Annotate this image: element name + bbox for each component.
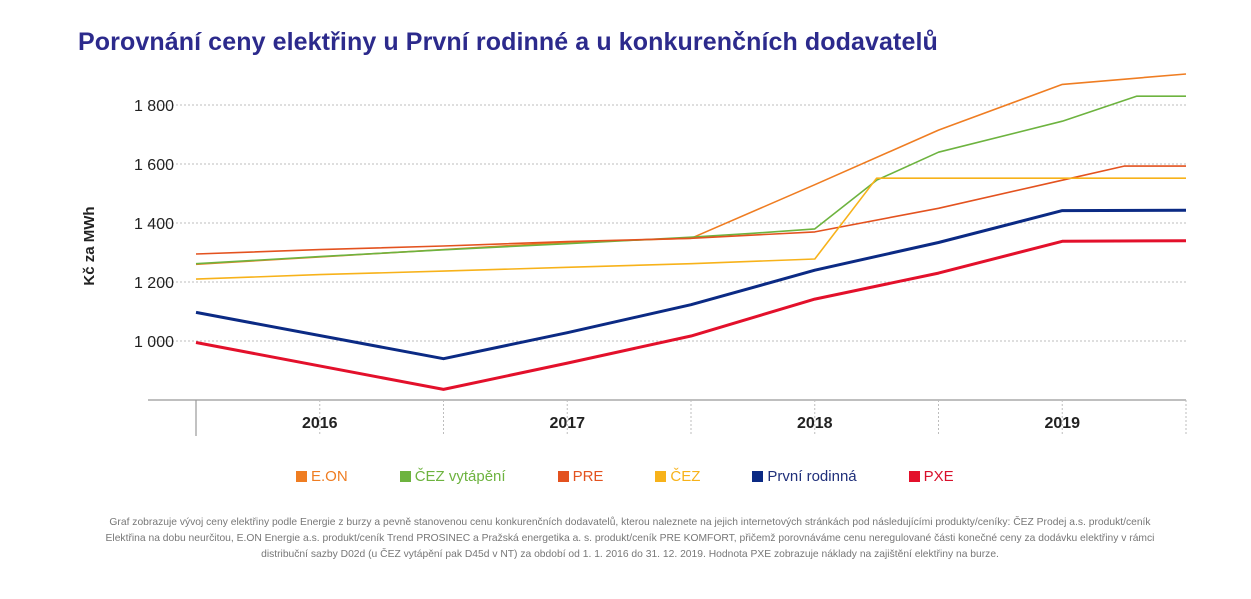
y-tick-label: 1 400 <box>134 216 174 233</box>
y-tick-label: 1 200 <box>134 275 174 292</box>
legend-swatch <box>557 471 569 482</box>
legend-swatch <box>752 471 764 482</box>
legend: E.ON ČEZ vytápění PRE ČEZ První rodinná PXE <box>296 468 954 485</box>
legend-swatch <box>399 471 411 482</box>
legend-label: První rodinná <box>767 468 857 485</box>
series-line-0 <box>195 73 1187 266</box>
legend-label: PRE <box>572 468 604 485</box>
y-tick-label: 1 800 <box>134 98 174 115</box>
legend-item: ČEZ <box>655 468 700 485</box>
series-line-5 <box>195 239 1187 391</box>
legend-item: ČEZ vytápění <box>399 468 506 485</box>
legend-label: ČEZ <box>670 468 701 485</box>
legend-item: PXE <box>908 468 954 485</box>
grid-lines <box>148 104 1186 342</box>
y-axis: 1 000 1 200 1 400 1 600 1 800 <box>134 98 174 351</box>
series-lines <box>195 73 1187 391</box>
legend-item: PRE <box>557 468 604 485</box>
chart-title: Porovnání ceny elektřiny u První rodinné… <box>78 28 938 56</box>
series-line-4 <box>195 208 1187 361</box>
x-tick-label: 2016 <box>302 415 338 432</box>
series-line-3 <box>195 177 1186 280</box>
x-tick-label: 2019 <box>1044 415 1080 432</box>
chart-footnote: Graf zobrazuje vývoj ceny elektřiny podl… <box>105 517 1155 560</box>
legend-swatch <box>908 471 920 482</box>
y-tick-label: 1 000 <box>134 334 174 351</box>
x-tick-label: 2018 <box>797 415 833 432</box>
legend-label: E.ON <box>311 468 348 485</box>
series-line-1 <box>195 95 1186 265</box>
series-line-2 <box>195 165 1186 255</box>
legend-label: PXE <box>923 468 954 485</box>
legend-item: První rodinná <box>752 468 857 485</box>
legend-item: E.ON <box>296 468 348 485</box>
y-tick-label: 1 600 <box>134 157 174 174</box>
legend-label: ČEZ vytápění <box>414 468 506 485</box>
x-axis: 2016 2017 2018 2019 <box>148 399 1187 436</box>
legend-swatch <box>655 471 667 482</box>
x-tick-label: 2017 <box>549 415 585 432</box>
line-chart: 2016 2017 2018 2019 1 000 1 200 1 400 1 600 1 8… <box>81 73 1187 436</box>
legend-swatch <box>296 471 307 482</box>
y-axis-label: Kč za MWh <box>81 206 98 285</box>
